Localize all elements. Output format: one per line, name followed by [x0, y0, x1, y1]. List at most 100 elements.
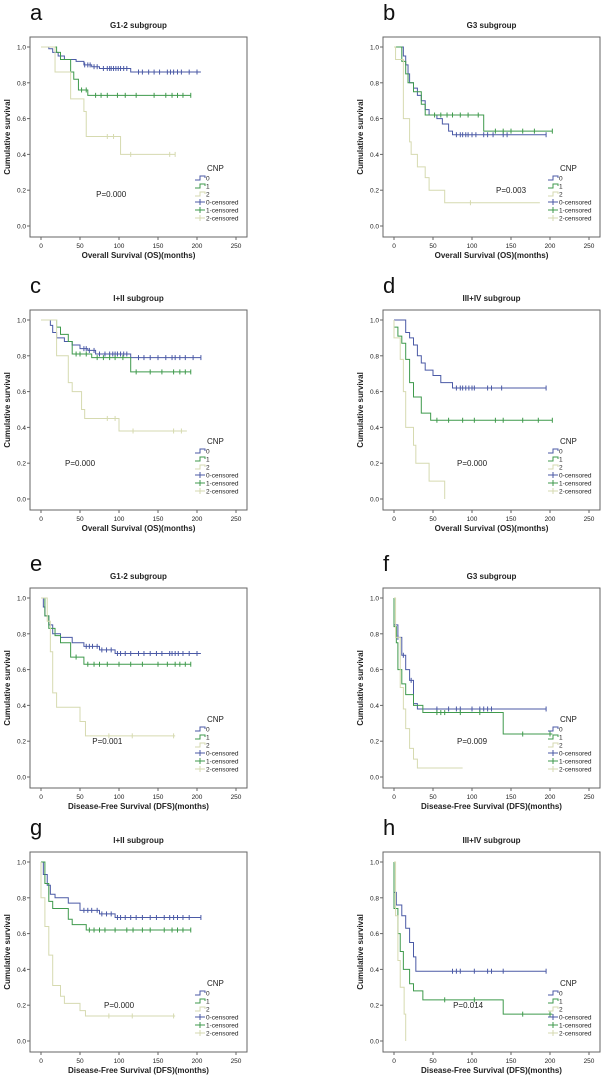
x-tick-label: 250: [584, 1058, 595, 1065]
y-tick-label: 0.2: [370, 739, 379, 746]
legend-entry: 2: [206, 1007, 210, 1014]
x-tick-label: 250: [231, 243, 242, 250]
survival-curve-cnp-1: [393, 320, 553, 421]
legend-swatch-censor: [548, 1022, 558, 1028]
legend-entry: 1-censored: [206, 1023, 239, 1030]
legend-swatch-censor: [195, 488, 205, 494]
legend-swatch-line: [548, 742, 559, 748]
legend-entry: 1-censored: [206, 759, 239, 766]
y-tick-label: 1.0: [17, 596, 26, 603]
x-tick-label: 250: [584, 794, 595, 801]
y-tick-label: 0.2: [17, 461, 26, 468]
legend-swatch-censor: [548, 758, 558, 764]
legend-entry: 2-censored: [206, 1031, 239, 1038]
x-tick-label: 0: [39, 243, 43, 250]
x-tick-label: 50: [76, 243, 84, 250]
legend-title: CNP: [560, 979, 577, 988]
panel-a: a G1-2 subgroup 0.0 0.2 0.4 0.6 0.8 1.0 0 50 100 15…: [0, 0, 254, 268]
legend-title: CNP: [207, 437, 224, 446]
legend-swatch-censor: [195, 215, 205, 221]
x-tick-label: 200: [545, 794, 556, 801]
legend-swatch-line: [548, 1006, 559, 1012]
p-value: P=0.014: [453, 1001, 484, 1010]
p-value: P=0.009: [457, 737, 488, 746]
x-tick-label: 150: [153, 243, 164, 250]
y-tick-label: 1.0: [370, 318, 379, 325]
y-tick-label: 0.0: [370, 497, 379, 504]
legend-swatch-line: [195, 742, 206, 748]
plot-frame: [382, 36, 601, 238]
x-tick-label: 250: [584, 516, 595, 523]
y-tick-label: 0.4: [370, 425, 379, 432]
y-tick-label: 0.0: [17, 1039, 26, 1046]
panel-b: b G3 subgroup 0.0 0.2 0.4 0.6 0.8 1.0 0 50 100 150 2…: [353, 0, 607, 268]
legend-entry: 1: [559, 735, 563, 742]
legend-entry: 2: [559, 192, 563, 199]
y-axis-label: Cumulative survival: [356, 99, 365, 175]
survival-curve-cnp-2: [41, 46, 176, 155]
legend-swatch-line: [548, 734, 559, 740]
x-tick-label: 150: [153, 516, 164, 523]
legend-swatch-line: [548, 448, 559, 454]
x-axis-label: Overall Survival (OS)(months): [82, 524, 196, 533]
plot-frame: [29, 309, 248, 511]
y-tick-label: 0.8: [370, 631, 379, 638]
km-plot: III+IV subgroup 0.0 0.2 0.4 0.6 0.8 1.0 0 50 100 1…: [356, 836, 601, 1075]
x-tick-label: 100: [467, 1058, 478, 1065]
x-tick-label: 0: [392, 516, 396, 523]
y-tick-label: 0.6: [17, 667, 26, 674]
legend-swatch-line: [195, 183, 206, 189]
legend-swatch-censor: [195, 1022, 205, 1028]
legend-entry: 2: [559, 465, 563, 472]
x-tick-label: 150: [153, 1058, 164, 1065]
y-tick-label: 0.4: [17, 152, 26, 159]
survival-curve-cnp-0: [393, 598, 547, 710]
x-tick-label: 200: [192, 794, 203, 801]
survival-curve-cnp-1: [41, 597, 191, 665]
legend-entry: 0: [206, 727, 210, 734]
legend-entry: 1: [206, 184, 210, 191]
plot-frame: [382, 309, 601, 511]
y-tick-label: 0.6: [370, 931, 379, 938]
legend-entry: 0: [206, 176, 210, 183]
y-tick-label: 0.2: [17, 1003, 26, 1010]
legend-entry: 0-censored: [559, 200, 592, 207]
legend-swatch-censor: [195, 750, 205, 756]
legend-entry: 0: [206, 991, 210, 998]
legend-swatch-censor: [195, 472, 205, 478]
km-plot: I+II subgroup 0.0 0.2 0.4 0.6 0.8 1.0 0 50 100 150…: [3, 294, 248, 533]
legend-swatch-line: [195, 191, 206, 197]
panel-g: g I+II subgroup 0.0 0.2 0.4 0.6 0.8 1.0 0 50 100 15…: [0, 815, 254, 1083]
legend-entry: 2: [559, 1007, 563, 1014]
legend-swatch-censor: [548, 1030, 558, 1036]
x-tick-label: 50: [429, 243, 437, 250]
legend-swatch-line: [195, 1006, 206, 1012]
legend-swatch-censor: [548, 472, 558, 478]
y-tick-label: 0.8: [17, 80, 26, 87]
survival-curve-cnp-1: [41, 319, 191, 373]
panel-letter: c: [30, 273, 41, 298]
legend-entry: 2-censored: [559, 489, 592, 496]
y-tick-label: 0.6: [370, 667, 379, 674]
legend-title: CNP: [207, 715, 224, 724]
y-tick-label: 0.6: [17, 116, 26, 123]
y-tick-label: 0.2: [370, 1003, 379, 1010]
x-tick-label: 150: [153, 794, 164, 801]
survival-curve-cnp-1: [393, 862, 553, 1015]
chart-title: G1-2 subgroup: [110, 572, 167, 581]
legend-swatch-censor: [195, 207, 205, 213]
panel-letter: a: [30, 0, 43, 25]
p-value: P=0.000: [96, 190, 127, 199]
y-tick-label: 0.2: [17, 188, 26, 195]
legend-entry: 0: [559, 727, 563, 734]
legend-swatch-censor: [195, 480, 205, 486]
x-tick-label: 200: [545, 1058, 556, 1065]
y-tick-label: 0.2: [370, 188, 379, 195]
y-tick-label: 0.8: [17, 631, 26, 638]
y-tick-label: 0.2: [370, 461, 379, 468]
panel-f: f G3 subgroup 0.0 0.2 0.4 0.6 0.8 1.0 0 50 100 150 2…: [353, 551, 607, 819]
panel-letter: d: [383, 273, 396, 298]
legend-entry: 0: [559, 176, 563, 183]
legend-swatch-line: [195, 456, 206, 462]
x-tick-label: 200: [192, 1058, 203, 1065]
